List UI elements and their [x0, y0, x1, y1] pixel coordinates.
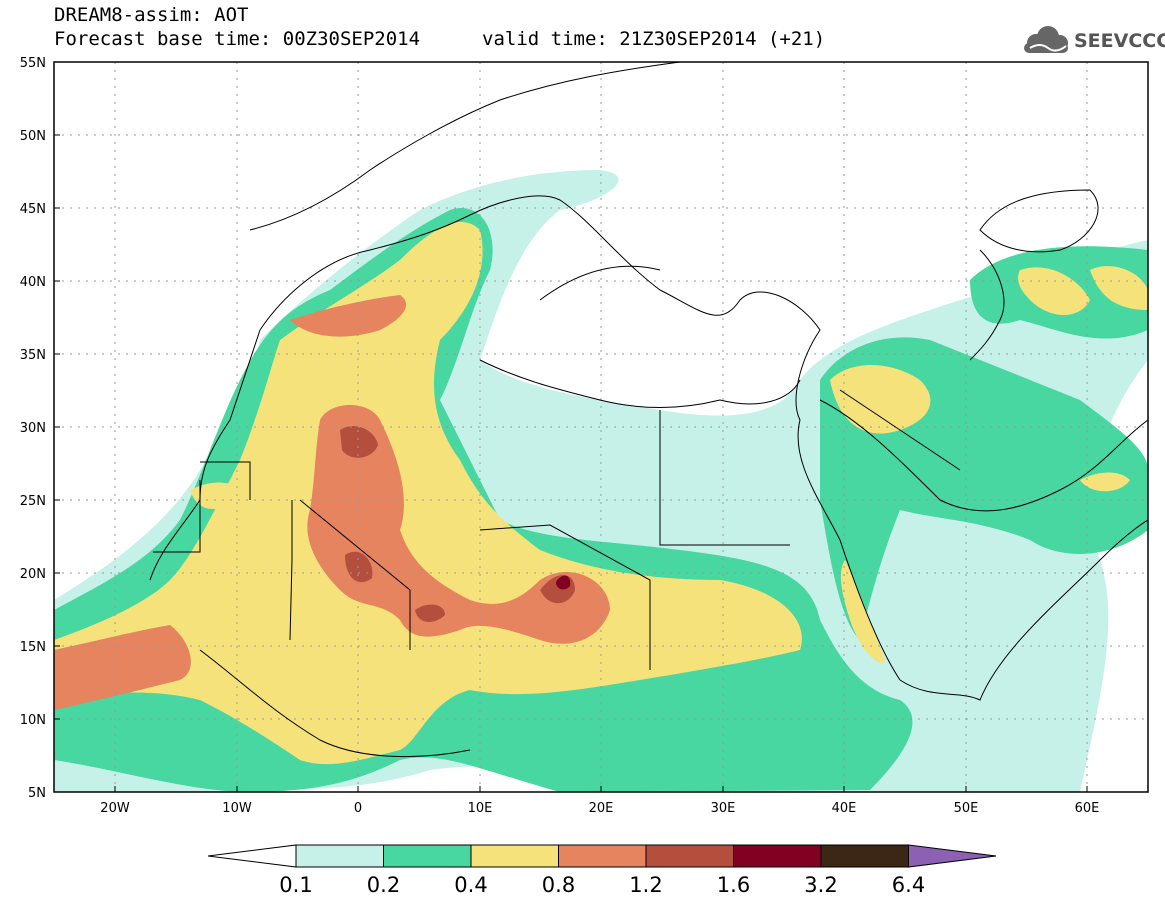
colorbar-high-arrow: [908, 844, 997, 868]
lat-label: 35N: [20, 348, 46, 363]
colorbar-label: 6.4: [892, 873, 925, 897]
lon-axis: 20W 10W 0 10E 20E 30E 40E 50E 60E: [100, 786, 1099, 816]
colorbar-label: 0.4: [454, 873, 487, 897]
colorbar-swatch: [470, 844, 559, 868]
lon-label: 10W: [222, 801, 252, 816]
cloud-icon: [1024, 26, 1068, 53]
lon-label: 50E: [954, 801, 979, 816]
colorbar-label: 1.6: [717, 873, 750, 897]
lon-label: 10E: [468, 801, 493, 816]
lat-label: 25N: [20, 494, 46, 509]
colorbar-label: 0.2: [367, 873, 400, 897]
lon-label: 20W: [100, 801, 130, 816]
valid-time: valid time: 21Z30SEP2014 (+21): [482, 28, 826, 50]
lon-label: 30E: [711, 801, 736, 816]
colorbar-label: 0.1: [279, 873, 312, 897]
colorbar-low-arrow: [207, 844, 297, 868]
lat-label: 50N: [20, 129, 46, 144]
graticule: [54, 62, 1148, 792]
lon-label: 60E: [1075, 801, 1100, 816]
lat-axis: 55N 50N 45N 40N 35N 30N 25N 20N 15N 10N …: [20, 56, 60, 801]
lon-label: 20E: [589, 801, 614, 816]
colorbar-swatch: [820, 844, 909, 868]
lat-label: 10N: [20, 713, 46, 728]
lat-label: 5N: [28, 786, 46, 801]
colorbar-swatch: [733, 844, 822, 868]
colorbar-swatch: [383, 844, 472, 868]
lon-label: 0: [354, 801, 362, 816]
colorbar-label: 3.2: [804, 873, 837, 897]
lon-label: 40E: [832, 801, 857, 816]
lat-label: 40N: [20, 275, 46, 290]
lat-label: 55N: [20, 56, 46, 71]
logo-text: SEEVCCC: [1074, 30, 1165, 52]
lat-label: 45N: [20, 202, 46, 217]
colorbar-swatch: [558, 844, 647, 868]
colorbar: 0.1 0.2 0.4 0.8 1.2 1.6 3.2 6.4: [207, 844, 997, 897]
chart-title: DREAM8-assim: AOT: [54, 4, 249, 26]
aot-field: [54, 170, 1148, 792]
lat-label: 15N: [20, 640, 46, 655]
colorbar-label: 1.2: [629, 873, 662, 897]
lat-label: 20N: [20, 567, 46, 582]
base-time: Forecast base time: 00Z30SEP2014: [54, 28, 421, 50]
coastlines: [149, 62, 1148, 758]
lat-label: 30N: [20, 421, 46, 436]
colorbar-swatch: [295, 844, 384, 868]
colorbar-label: 0.8: [542, 873, 575, 897]
colorbar-swatch: [645, 844, 734, 868]
